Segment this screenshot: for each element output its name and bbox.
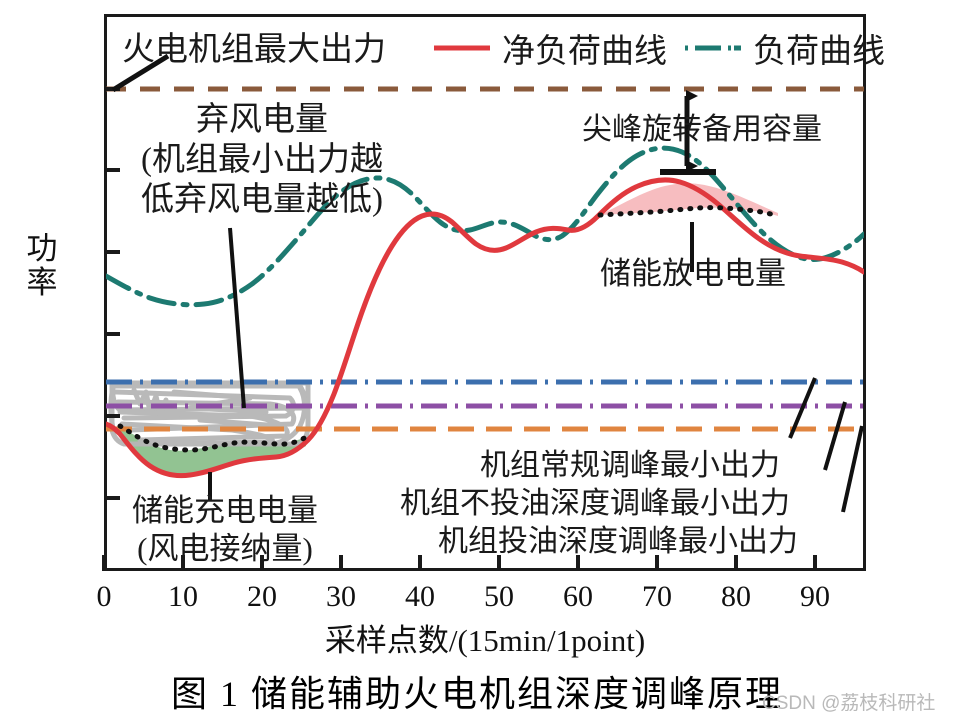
annotation-wind-curtailment-line3: 低弃风电量越低) — [141, 182, 383, 218]
legend-item-load[interactable]: 负荷曲线 — [683, 24, 885, 72]
x-tick-10: 10 — [168, 580, 198, 613]
x-tick-40: 40 — [405, 580, 435, 613]
x-tick-80: 80 — [721, 580, 751, 613]
annotation-storage-charge-line2: (风电接纳量) — [137, 531, 313, 566]
x-axis-title: 采样点数/(15min/1point) — [324, 623, 646, 658]
x-tick-30: 30 — [326, 580, 356, 613]
annotation-min-deep-oil: 机组投油深度调峰最小出力 — [438, 525, 798, 558]
x-axis-tick-labels: 0 10 20 30 40 50 60 70 80 90 — [97, 580, 866, 620]
legend-label-net-load: 净负荷曲线 — [502, 34, 667, 70]
x-tick-70: 70 — [642, 580, 672, 613]
watermark: CSDN @荔枝科研社 — [762, 693, 936, 714]
x-tick-0: 0 — [96, 580, 112, 613]
y-axis-title: 功率 — [26, 231, 58, 300]
annotation-storage-charge-line1: 储能充电电量 — [132, 493, 318, 528]
legend-label-load: 负荷曲线 — [753, 34, 885, 70]
annotation-storage-charge: 储能充电电量 (风电接纳量) — [110, 492, 340, 568]
chart-legend: 净负荷曲线 负荷曲线 — [432, 26, 885, 70]
x-tick-50: 50 — [484, 580, 514, 613]
annotation-wind-curtailment: 弃风电量 (机组最小出力越 低弃风电量越低) — [112, 100, 412, 220]
annotation-min-deep-nooil: 机组不投油深度调峰最小出力 — [400, 487, 790, 520]
x-tick-90: 90 — [800, 580, 830, 613]
legend-swatch-solid-icon — [434, 45, 490, 51]
legend-swatch-dashdot-icon — [685, 45, 741, 51]
annotation-peak-reserve: 尖峰旋转备用容量 — [582, 113, 822, 146]
annotation-wind-curtailment-line1: 弃风电量 — [196, 102, 328, 138]
annotation-max-output: 火电机组最大出力 — [122, 32, 386, 68]
x-tick-60: 60 — [563, 580, 593, 613]
annotation-min-conventional: 机组常规调峰最小出力 — [480, 449, 780, 482]
x-tick-20: 20 — [247, 580, 277, 613]
legend-item-net-load[interactable]: 净负荷曲线 — [432, 24, 667, 72]
annotation-storage-discharge: 储能放电电量 — [600, 256, 786, 291]
figure-caption: 图 1 储能辅助火电机组深度调峰原理 — [170, 674, 783, 714]
annotation-wind-curtailment-line2: (机组最小出力越 — [141, 142, 383, 178]
